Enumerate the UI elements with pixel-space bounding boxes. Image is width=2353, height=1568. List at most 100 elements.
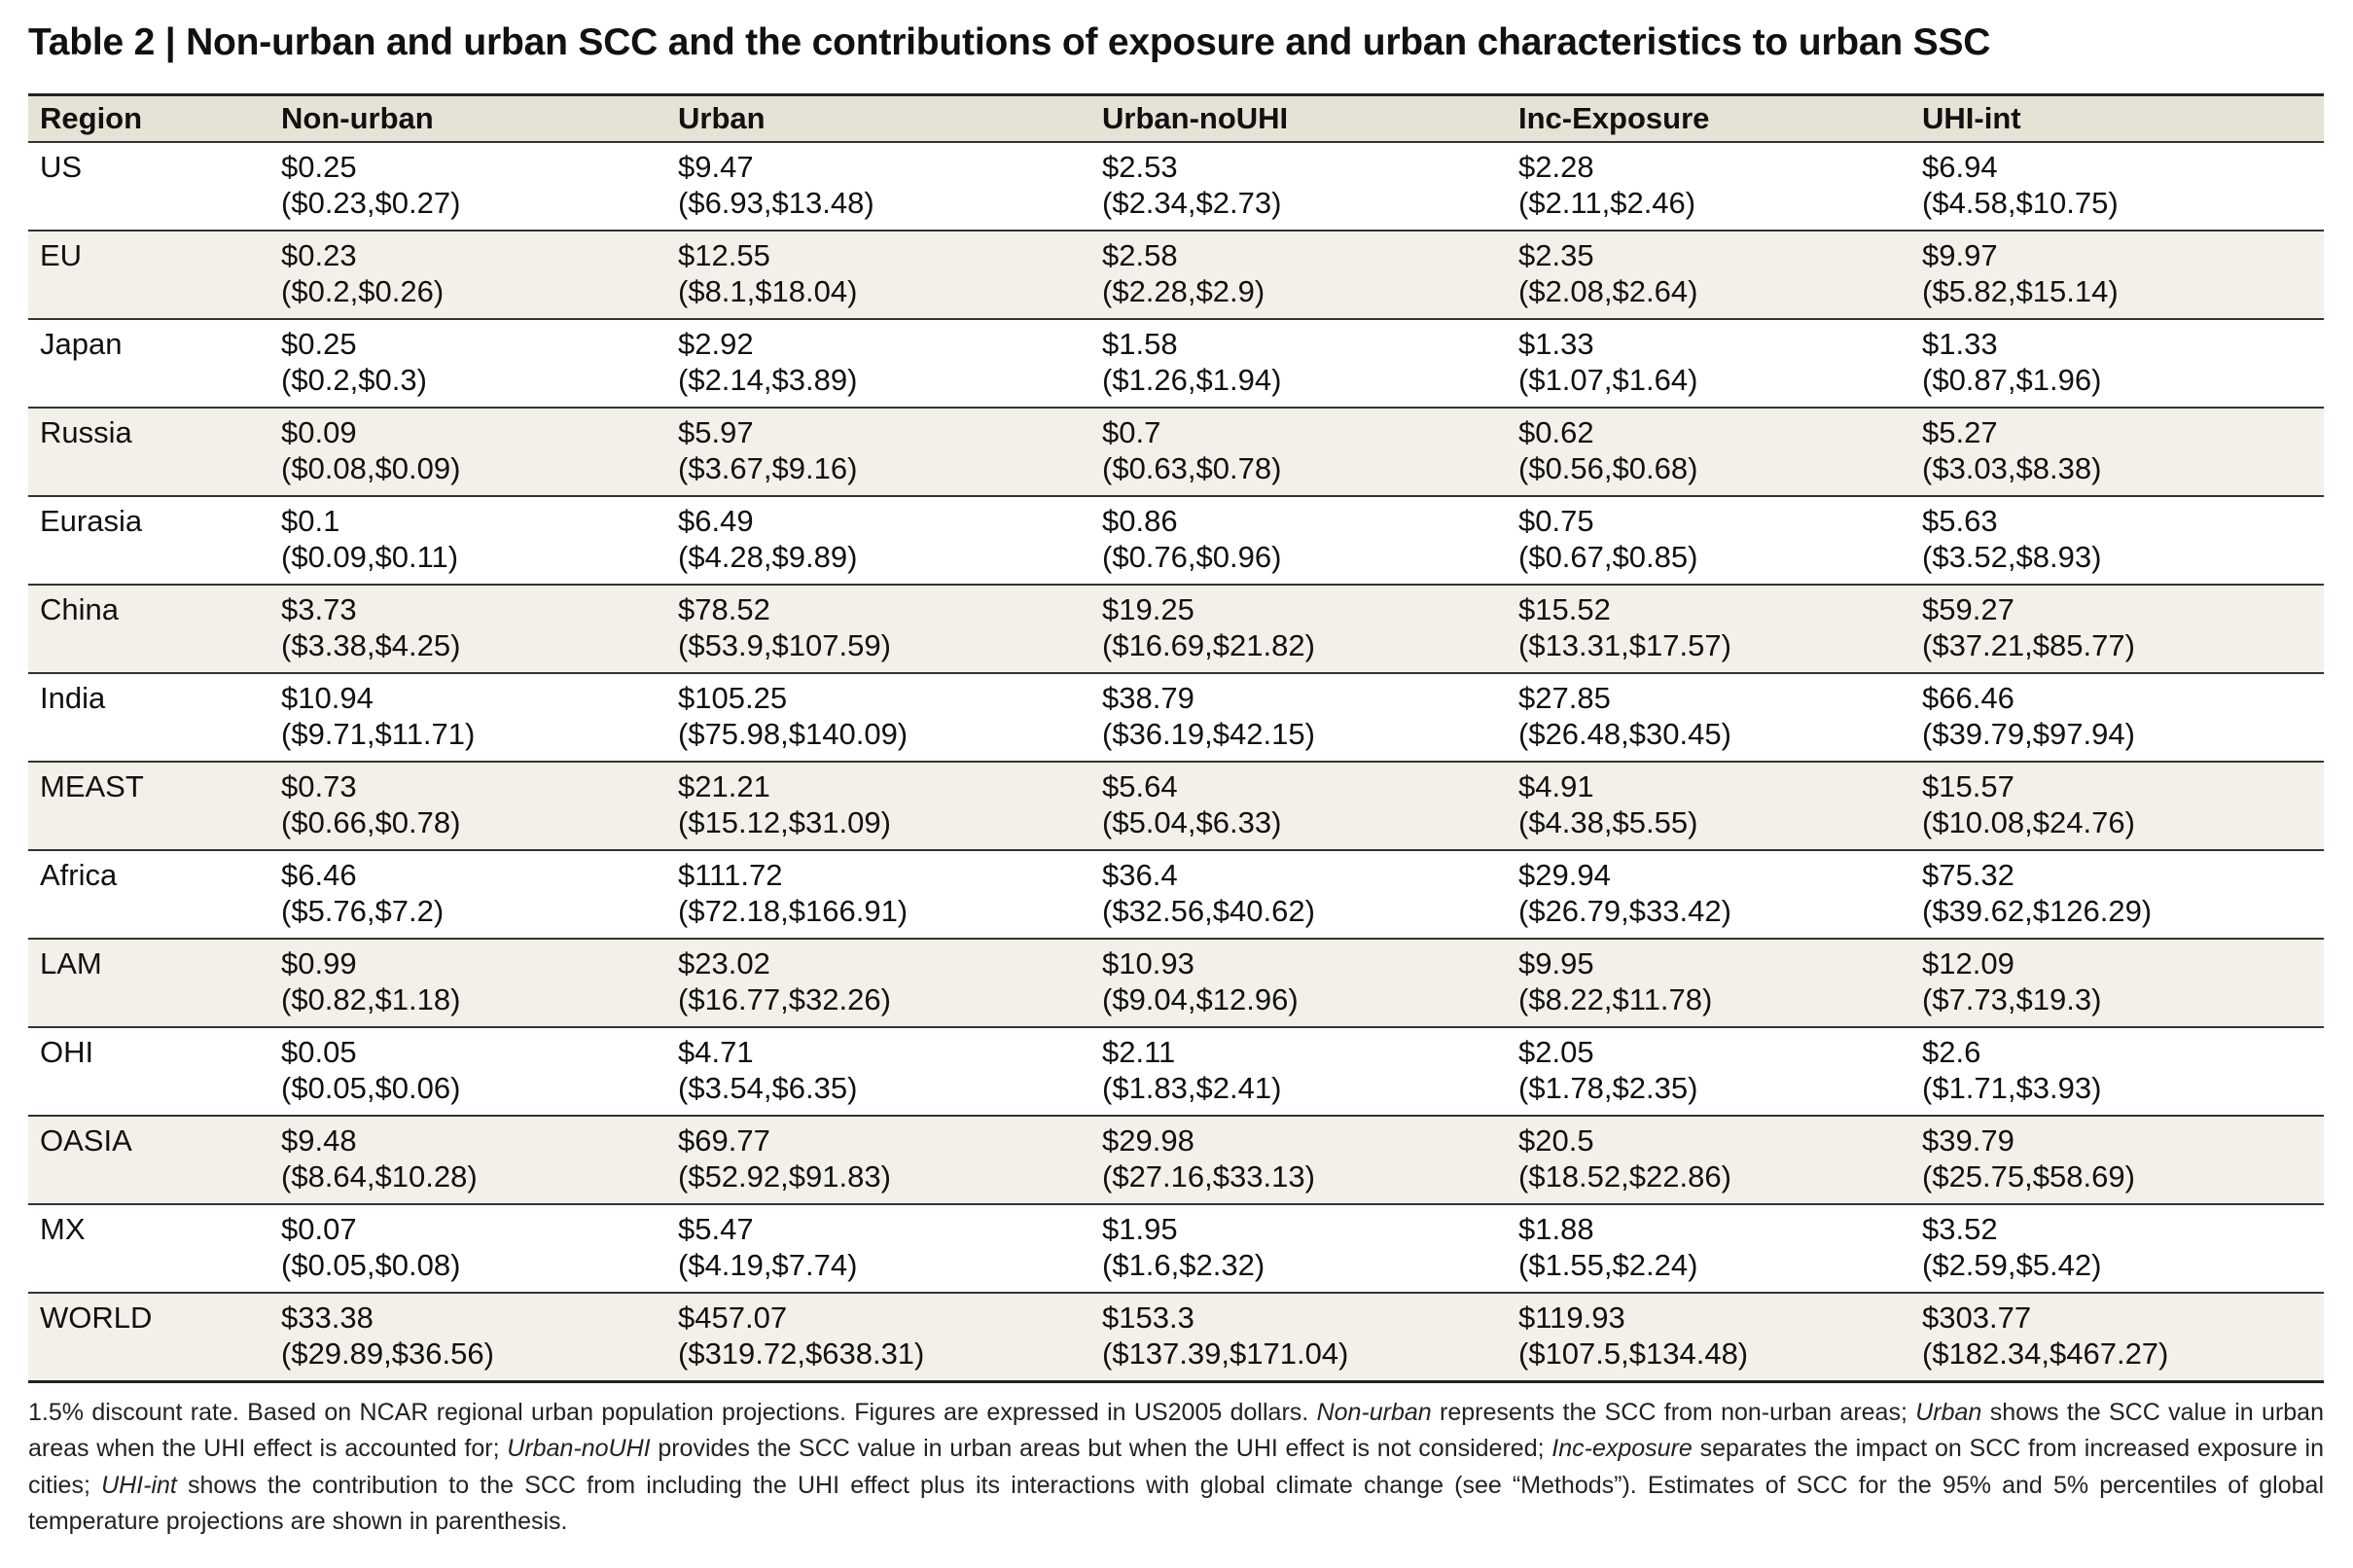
value-cell: $303.77 ($182.34,$467.27) bbox=[1910, 1293, 2324, 1381]
scc-range: ($39.79,$97.94) bbox=[1922, 717, 2135, 751]
scc-value: $3.73 bbox=[281, 592, 357, 626]
scc-range: ($25.75,$58.69) bbox=[1922, 1159, 2135, 1194]
scc-value: $5.63 bbox=[1922, 504, 1998, 538]
table-row: Africa $6.46 ($5.76,$7.2) $111.72 ($72.18,$1… bbox=[28, 850, 2324, 939]
region-cell: LAM bbox=[40, 946, 102, 980]
value-cell: $2.6 ($1.71,$3.93) bbox=[1910, 1027, 2324, 1116]
scc-value: $0.86 bbox=[1102, 504, 1178, 538]
value-cell: $0.99 ($0.82,$1.18) bbox=[269, 939, 666, 1027]
scc-range: ($1.83,$2.41) bbox=[1102, 1071, 1282, 1105]
scc-range: ($72.18,$166.91) bbox=[678, 894, 909, 928]
scc-value: $4.91 bbox=[1518, 769, 1594, 803]
table-row: US $0.25 ($0.23,$0.27) $9.47 ($6.93,$13.48) $… bbox=[28, 142, 2324, 231]
scc-value: $10.93 bbox=[1102, 946, 1194, 980]
scc-value: $15.52 bbox=[1518, 592, 1611, 626]
region-cell: MEAST bbox=[40, 769, 144, 803]
scc-range: ($36.19,$42.15) bbox=[1102, 717, 1315, 751]
value-cell: $23.02 ($16.77,$32.26) bbox=[666, 939, 1090, 1027]
value-cell: $2.35 ($2.08,$2.64) bbox=[1507, 231, 1910, 319]
scc-value: $2.35 bbox=[1518, 238, 1594, 272]
region-cell: WORLD bbox=[40, 1301, 153, 1335]
value-cell: $5.63 ($3.52,$8.93) bbox=[1910, 496, 2324, 585]
value-cell: $10.93 ($9.04,$12.96) bbox=[1090, 939, 1507, 1027]
scc-value: $6.49 bbox=[678, 504, 754, 538]
region-cell: US bbox=[40, 150, 83, 184]
scc-range: ($107.5,$134.48) bbox=[1518, 1336, 1749, 1371]
scc-value: $5.27 bbox=[1922, 415, 1998, 449]
scc-value: $19.25 bbox=[1102, 592, 1194, 626]
value-cell: $5.27 ($3.03,$8.38) bbox=[1910, 408, 2324, 496]
value-cell: $9.95 ($8.22,$11.78) bbox=[1507, 939, 1910, 1027]
value-cell: $38.79 ($36.19,$42.15) bbox=[1090, 673, 1507, 762]
scc-range: ($26.48,$30.45) bbox=[1518, 717, 1731, 751]
value-cell: $1.95 ($1.6,$2.32) bbox=[1090, 1204, 1507, 1293]
scc-table: Region Non-urban Urban Urban-noUHI Inc-E… bbox=[28, 93, 2324, 1383]
scc-value: $0.62 bbox=[1518, 415, 1594, 449]
scc-range: ($0.87,$1.96) bbox=[1922, 363, 2102, 397]
scc-range: ($16.69,$21.82) bbox=[1102, 628, 1315, 662]
value-cell: $6.94 ($4.58,$10.75) bbox=[1910, 142, 2324, 231]
scc-range: ($1.6,$2.32) bbox=[1102, 1248, 1266, 1282]
value-cell: $0.25 ($0.2,$0.3) bbox=[269, 319, 666, 408]
scc-value: $69.77 bbox=[678, 1123, 770, 1158]
footnote-term: Non-urban bbox=[1316, 1398, 1432, 1426]
scc-range: ($15.12,$31.09) bbox=[678, 805, 891, 839]
scc-value: $111.72 bbox=[678, 858, 783, 892]
value-cell: $21.21 ($15.12,$31.09) bbox=[666, 762, 1090, 850]
scc-range: ($13.31,$17.57) bbox=[1518, 628, 1731, 662]
scc-range: ($1.07,$1.64) bbox=[1518, 363, 1698, 397]
scc-value: $2.28 bbox=[1518, 150, 1594, 184]
scc-value: $75.32 bbox=[1922, 858, 2014, 892]
scc-value: $12.09 bbox=[1922, 946, 2014, 980]
table-row: MEAST $0.73 ($0.66,$0.78) $21.21 ($15.12,$31… bbox=[28, 762, 2324, 850]
scc-value: $0.09 bbox=[281, 415, 357, 449]
scc-range: ($10.08,$24.76) bbox=[1922, 805, 2135, 839]
column-header: Non-urban bbox=[281, 101, 434, 135]
region-cell: China bbox=[40, 592, 119, 626]
value-cell: $10.94 ($9.71,$11.71) bbox=[269, 673, 666, 762]
scc-value: $2.11 bbox=[1102, 1035, 1176, 1069]
document-page: Table 2 | Non-urban and urban SCC and th… bbox=[28, 14, 2324, 1541]
scc-range: ($319.72,$638.31) bbox=[678, 1336, 925, 1371]
scc-value: $0.23 bbox=[281, 238, 357, 272]
scc-range: ($137.39,$171.04) bbox=[1102, 1336, 1349, 1371]
value-cell: $78.52 ($53.9,$107.59) bbox=[666, 585, 1090, 673]
scc-range: ($8.22,$11.78) bbox=[1518, 982, 1713, 1016]
footnote-term: Urban-noUHI bbox=[507, 1435, 651, 1462]
column-header: Region bbox=[40, 101, 143, 135]
value-cell: $12.55 ($8.1,$18.04) bbox=[666, 231, 1090, 319]
scc-value: $1.33 bbox=[1922, 327, 1998, 361]
value-cell: $0.23 ($0.2,$0.26) bbox=[269, 231, 666, 319]
scc-range: ($182.34,$467.27) bbox=[1922, 1336, 2169, 1371]
value-cell: $59.27 ($37.21,$85.77) bbox=[1910, 585, 2324, 673]
scc-value: $15.57 bbox=[1922, 769, 2014, 803]
value-cell: $3.73 ($3.38,$4.25) bbox=[269, 585, 666, 673]
scc-range: ($27.16,$33.13) bbox=[1102, 1159, 1315, 1194]
value-cell: $2.53 ($2.34,$2.73) bbox=[1090, 142, 1507, 231]
scc-value: $4.71 bbox=[678, 1035, 754, 1069]
footnote-text: represents the SCC from non-urban areas; bbox=[1431, 1398, 1916, 1426]
value-cell: $2.92 ($2.14,$3.89) bbox=[666, 319, 1090, 408]
scc-value: $119.93 bbox=[1518, 1301, 1625, 1335]
scc-range: ($7.73,$19.3) bbox=[1922, 982, 2102, 1016]
scc-range: ($0.09,$0.11) bbox=[281, 540, 459, 574]
scc-value: $1.33 bbox=[1518, 327, 1594, 361]
value-cell: $29.94 ($26.79,$33.42) bbox=[1507, 850, 1910, 939]
scc-value: $38.79 bbox=[1102, 681, 1194, 715]
scc-value: $2.58 bbox=[1102, 238, 1178, 272]
scc-value: $39.79 bbox=[1922, 1123, 2014, 1158]
scc-value: $5.97 bbox=[678, 415, 754, 449]
scc-value: $1.95 bbox=[1102, 1212, 1178, 1246]
value-cell: $1.33 ($0.87,$1.96) bbox=[1910, 319, 2324, 408]
value-cell: $5.64 ($5.04,$6.33) bbox=[1090, 762, 1507, 850]
value-cell: $15.57 ($10.08,$24.76) bbox=[1910, 762, 2324, 850]
scc-range: ($0.2,$0.26) bbox=[281, 274, 445, 308]
scc-range: ($0.82,$1.18) bbox=[281, 982, 461, 1016]
scc-value: $59.27 bbox=[1922, 592, 2014, 626]
table-row: China $3.73 ($3.38,$4.25) $78.52 ($53.9,$107… bbox=[28, 585, 2324, 673]
scc-value: $0.7 bbox=[1102, 415, 1161, 449]
value-cell: $0.09 ($0.08,$0.09) bbox=[269, 408, 666, 496]
scc-range: ($5.04,$6.33) bbox=[1102, 805, 1282, 839]
value-cell: $3.52 ($2.59,$5.42) bbox=[1910, 1204, 2324, 1293]
value-cell: $111.72 ($72.18,$166.91) bbox=[666, 850, 1090, 939]
